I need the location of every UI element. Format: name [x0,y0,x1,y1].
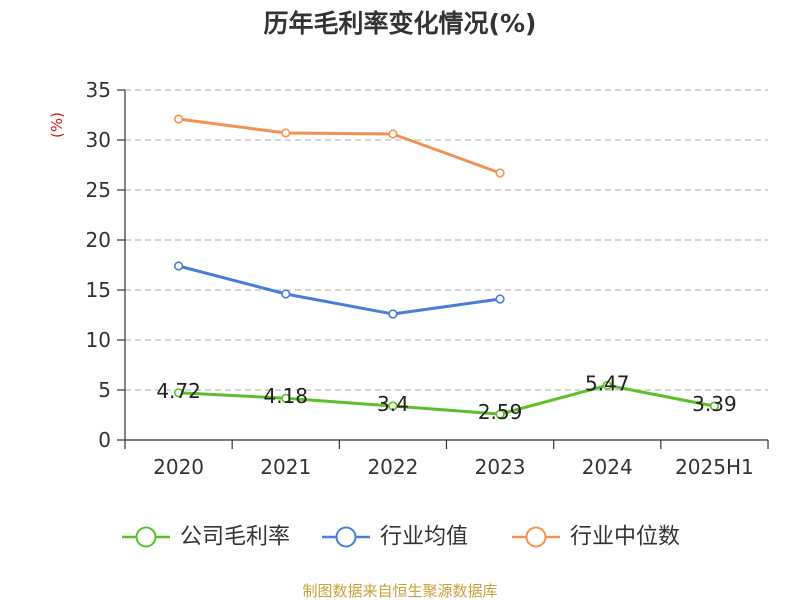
data-point [281,393,291,403]
y-tick-label: 30 [86,128,111,152]
data-point [388,401,398,411]
legend-item: 公司毛利率 [122,525,290,550]
data-point [495,168,505,178]
y-tick-label: 15 [86,278,111,302]
data-point [388,309,398,319]
data-point [281,128,291,138]
chart-title: 历年毛利率变化情况(%) [264,9,537,38]
data-label: 3.4 [377,392,409,416]
legend-label: 公司毛利率 [180,525,290,550]
series-line [178,264,501,316]
data-point [173,261,184,271]
data-point [388,129,398,139]
y-tick-label: 20 [86,228,111,252]
y-tick-label: 5 [98,378,111,402]
data-label: 2.59 [478,400,523,424]
series-lines [173,114,720,419]
series-line [178,383,715,416]
data-labels: 4.72 4.18 3.4 2.59 5.47 3.39 [156,371,736,424]
data-label: 3.39 [692,392,737,416]
data-label: 4.72 [156,379,201,403]
x-tick-label: 2021 [260,455,311,479]
legend-label: 行业中位数 [570,525,680,550]
legend-marker [525,526,547,548]
x-tick-label: 2025H1 [675,455,754,479]
axes: 0 5 10 15 20 25 30 35 2020 2021 2022 2023 2024 2025H1 [86,78,769,479]
data-point [709,401,720,411]
data-point [281,289,291,299]
x-tick-label: 2020 [153,455,204,479]
data-point [173,388,184,398]
y-axis-label: (%) [48,112,66,138]
series-line [178,117,501,175]
data-label: 5.47 [585,371,630,395]
y-tick-label: 25 [86,178,111,202]
x-tick-label: 2023 [475,455,526,479]
data-point [173,114,184,124]
data-point [602,380,612,390]
y-tick-label: 35 [86,78,111,102]
gridlines [125,89,768,391]
x-tick-label: 2022 [367,455,418,479]
y-tick-label: 10 [86,328,111,352]
legend-item: 行业均值 [322,525,468,550]
data-point [495,294,505,304]
data-label: 4.18 [263,384,308,408]
y-tick-label: 0 [98,428,111,452]
legend-marker [135,526,157,548]
source-footer: 制图数据来自恒生聚源数据库 [302,582,497,600]
legend-label: 行业均值 [380,525,468,550]
data-point [495,409,505,419]
legend-item: 行业中位数 [512,525,680,550]
x-tick-label: 2024 [582,455,633,479]
legend: 公司毛利率 行业均值 行业中位数 [122,525,680,550]
legend-marker [335,526,357,548]
